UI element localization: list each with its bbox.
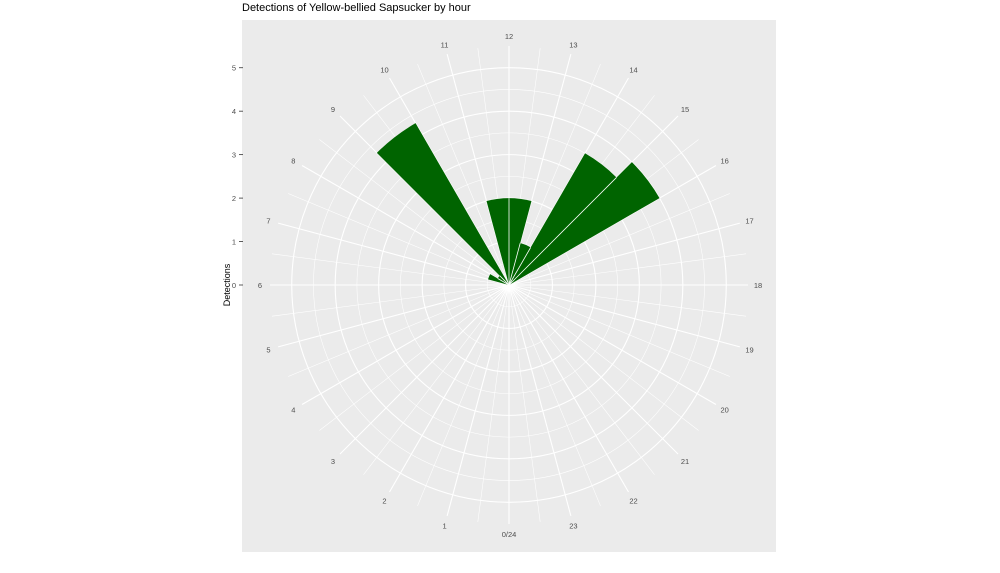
minor-grid-spoke xyxy=(363,284,510,475)
bar-separator xyxy=(508,247,532,286)
hour-tick-labels: 0/24123456789101112131415161718192021222… xyxy=(258,32,762,539)
minor-grid-spoke xyxy=(272,253,510,286)
bar-hour-9 xyxy=(376,123,509,285)
major-grid-spoke xyxy=(301,165,510,286)
minor-grid-spoke xyxy=(508,193,730,286)
hour-tick-label: 23 xyxy=(569,522,577,531)
grid-layer xyxy=(270,46,748,524)
hour-tick-label: 22 xyxy=(629,497,637,506)
minor-grid-spoke xyxy=(417,284,510,506)
minor-grid-spoke xyxy=(508,284,601,506)
minor-grid-spoke xyxy=(508,284,655,475)
hour-tick-label: 10 xyxy=(380,65,388,74)
minor-grid-spoke xyxy=(508,284,730,377)
bar-separator xyxy=(497,278,510,286)
hour-tick-label: 9 xyxy=(331,105,335,114)
hour-tick-label: 21 xyxy=(681,457,689,466)
major-grid-spoke xyxy=(508,284,572,516)
y-tick-label: 0 xyxy=(232,281,236,290)
hour-tick-label: 0/24 xyxy=(502,530,517,539)
minor-grid-spoke xyxy=(508,253,746,286)
hour-tick-label: 18 xyxy=(754,281,762,290)
hour-tick-label: 8 xyxy=(291,157,295,166)
hour-tick-label: 20 xyxy=(720,406,728,415)
major-grid-spoke xyxy=(339,284,510,455)
minor-grid-spoke xyxy=(288,284,510,377)
major-grid-spoke xyxy=(446,284,510,516)
hour-tick-label: 2 xyxy=(382,497,386,506)
hour-tick-label: 13 xyxy=(569,40,577,49)
bar-separator xyxy=(499,275,510,286)
hour-tick-label: 12 xyxy=(505,32,513,41)
minor-grid-spoke xyxy=(319,284,510,431)
hour-tick-label: 11 xyxy=(441,40,449,49)
y-axis-ticks: 0 1 2 3 4 5 xyxy=(232,64,243,290)
bar-hour-15 xyxy=(509,162,660,285)
major-grid-spoke xyxy=(508,222,740,286)
hour-tick-label: 4 xyxy=(291,406,295,415)
major-grid-spoke xyxy=(301,284,510,405)
minor-grid-spoke xyxy=(272,284,510,317)
bar-separator xyxy=(508,177,617,286)
hour-tick-label: 5 xyxy=(266,345,270,354)
chart-title: Detections of Yellow-bellied Sapsucker b… xyxy=(242,2,471,14)
hour-tick-label: 19 xyxy=(745,345,753,354)
major-grid-spoke xyxy=(508,284,717,405)
minor-grid-spoke xyxy=(288,193,510,286)
minor-grid-spoke xyxy=(508,284,746,317)
major-grid-spoke xyxy=(389,284,510,493)
bar-hour-14 xyxy=(509,153,617,285)
y-axis-title: Detections xyxy=(222,263,232,306)
hour-tick-label: 15 xyxy=(681,105,689,114)
y-tick-label: 3 xyxy=(232,151,236,160)
minor-grid-spoke xyxy=(319,139,510,286)
major-grid-spoke xyxy=(508,284,629,493)
y-tick-label: 2 xyxy=(232,194,236,203)
hour-tick-label: 7 xyxy=(266,217,270,226)
minor-grid-spoke xyxy=(477,284,510,522)
major-grid-spoke xyxy=(389,77,510,286)
hour-tick-label: 1 xyxy=(442,522,446,531)
major-grid-spoke xyxy=(508,284,679,455)
hour-tick-label: 16 xyxy=(720,157,728,166)
major-grid-spoke xyxy=(278,284,510,348)
bar-separator xyxy=(508,242,521,286)
y-tick-label: 1 xyxy=(232,238,236,247)
bar-layer xyxy=(376,123,660,286)
bar-hour-13 xyxy=(509,243,531,285)
y-tick-label: 4 xyxy=(232,107,236,116)
major-grid-spoke xyxy=(278,222,510,286)
major-grid-spoke xyxy=(446,54,510,286)
hour-tick-label: 17 xyxy=(745,217,753,226)
minor-grid-spoke xyxy=(417,64,510,286)
hour-tick-label: 3 xyxy=(331,457,335,466)
y-tick-label: 5 xyxy=(232,64,236,73)
hour-tick-label: 6 xyxy=(258,281,262,290)
minor-grid-spoke xyxy=(508,284,541,522)
bar-hour-11 xyxy=(486,198,509,285)
hour-tick-label: 14 xyxy=(629,65,637,74)
major-grid-spoke xyxy=(508,284,740,348)
minor-grid-spoke xyxy=(508,284,699,431)
